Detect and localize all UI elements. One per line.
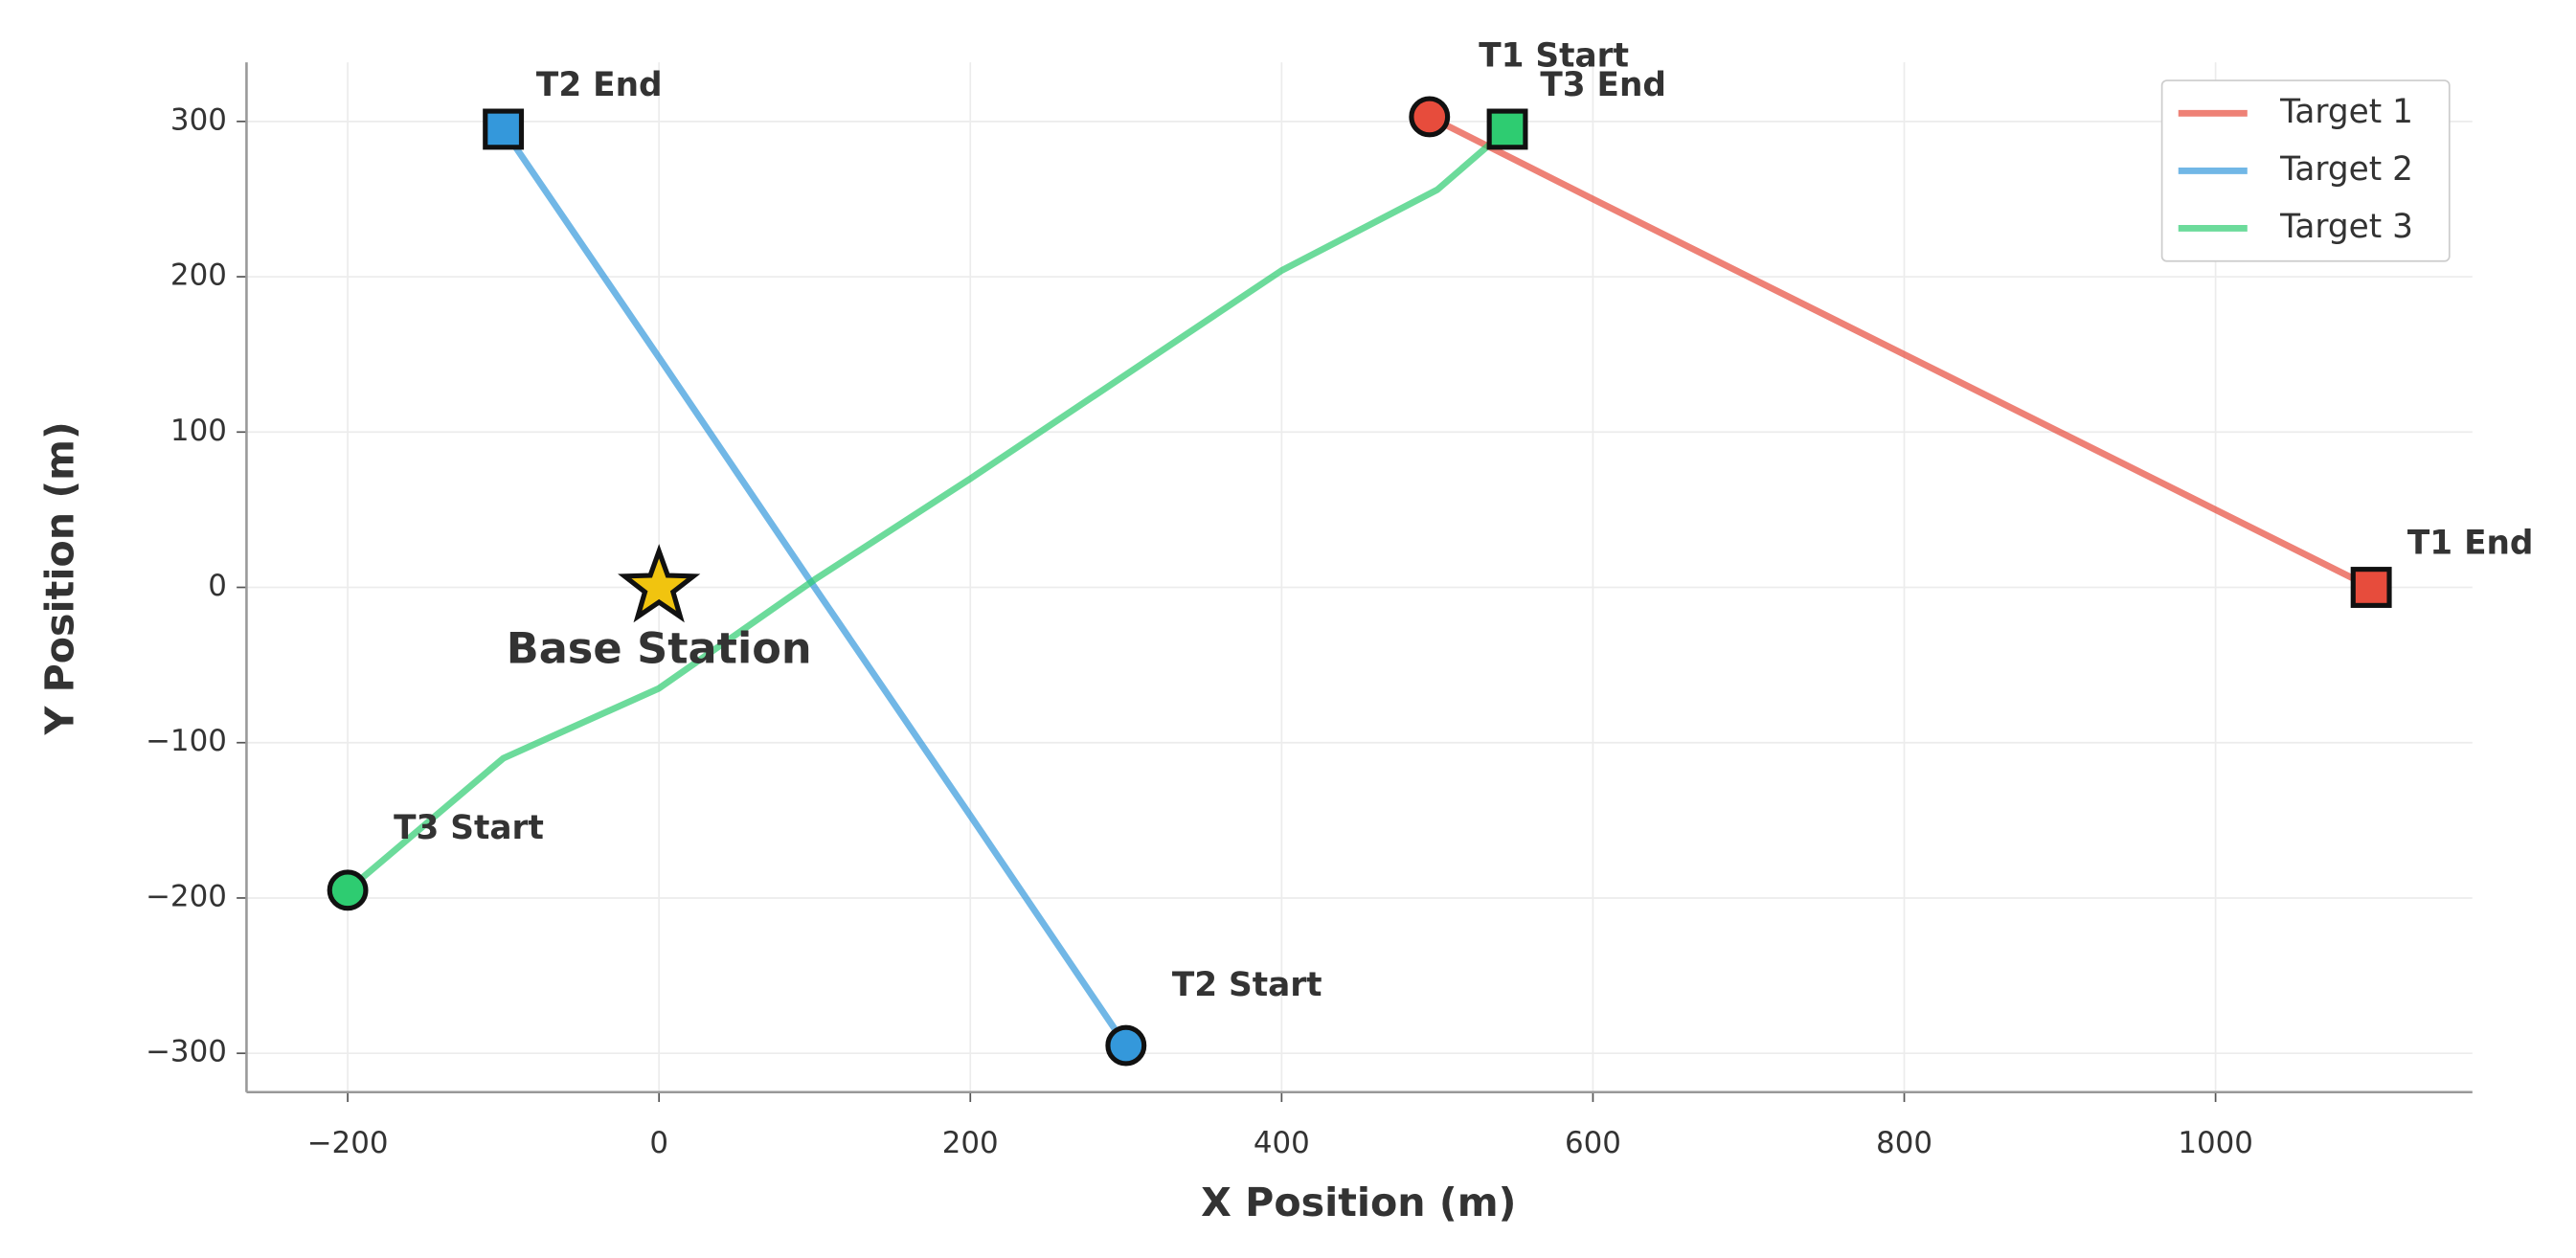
x-tick-label: 1000	[2178, 1126, 2253, 1160]
x-axis-label: X Position (m)	[1201, 1179, 1516, 1225]
marker-label: T1 End	[2407, 524, 2534, 562]
start-marker	[1409, 96, 1451, 138]
y-axis-label: Y Position (m)	[36, 421, 82, 735]
track-line	[1428, 113, 2373, 591]
legend-label: Target 2	[2279, 150, 2413, 189]
end-marker	[1486, 108, 1528, 150]
marker-label: T3 End	[1540, 66, 1666, 104]
y-tick-label: 0	[208, 569, 227, 603]
base-station	[618, 544, 701, 623]
x-tick-label: 400	[1254, 1126, 1310, 1160]
marker-label: T3 Start	[394, 809, 544, 847]
start-marker	[327, 869, 369, 911]
x-tick-label: 200	[942, 1126, 999, 1160]
x-tick-label: 600	[1565, 1126, 1621, 1160]
end-marker	[2350, 567, 2392, 608]
x-tick-label: 0	[649, 1126, 668, 1160]
marker-label: T1 Start	[1479, 37, 1629, 76]
marker-label: T2 End	[536, 66, 663, 104]
legend-box	[2160, 79, 2451, 262]
y-tick-label: 300	[170, 102, 227, 137]
y-tick-label: −100	[146, 724, 227, 758]
station-label: Base Station	[507, 623, 812, 673]
track-line	[500, 127, 1129, 1047]
legend-label: Target 1	[2279, 93, 2413, 131]
y-tick-label: 100	[170, 414, 227, 448]
y-tick-label: 200	[170, 258, 227, 293]
marker-label: T2 Start	[1172, 966, 1322, 1004]
legend-label: Target 3	[2279, 208, 2413, 246]
y-tick-label: −200	[146, 879, 227, 913]
start-marker	[1105, 1024, 1147, 1067]
y-tick-label: −300	[146, 1035, 227, 1069]
track-line	[345, 126, 1510, 893]
x-tick-label: −200	[307, 1126, 389, 1160]
x-tick-label: 800	[1876, 1126, 1932, 1160]
end-marker	[483, 108, 525, 150]
